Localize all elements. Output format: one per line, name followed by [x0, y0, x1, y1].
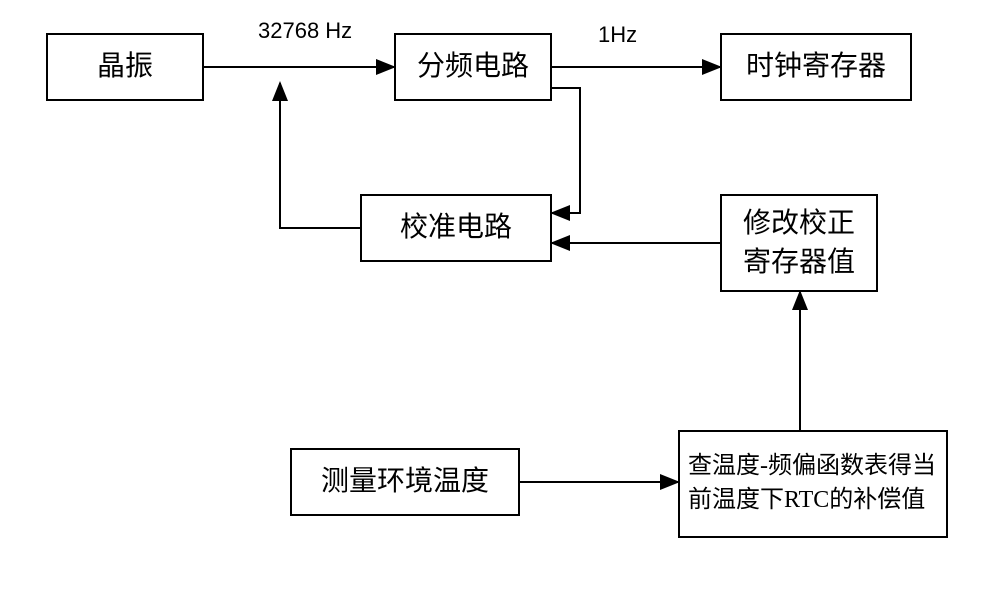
calibration-box: 校准电路 [360, 194, 552, 262]
edge-calibration-divider [280, 83, 360, 228]
measure-temp-label: 测量环境温度 [321, 462, 489, 501]
lookup-label: 查温度-频偏函数表得当前温度下RTC的补偿值 [688, 450, 938, 517]
modify-register-box: 修改校正寄存器值 [720, 194, 878, 292]
divider-box: 分频电路 [394, 33, 552, 101]
divider-label: 分频电路 [417, 47, 529, 86]
oscillator-label: 晶振 [97, 47, 153, 86]
oscillator-box: 晶振 [46, 33, 204, 101]
calibration-label: 校准电路 [400, 208, 512, 247]
measure-temp-box: 测量环境温度 [290, 448, 520, 516]
lookup-box: 查温度-频偏函数表得当前温度下RTC的补偿值 [678, 430, 948, 538]
edge-divider-calibration [552, 88, 580, 213]
modify-register-label: 修改校正寄存器值 [730, 204, 868, 282]
freq-32768-label: 32768 Hz [258, 18, 352, 44]
clock-register-box: 时钟寄存器 [720, 33, 912, 101]
freq-1hz-label: 1Hz [598, 22, 637, 48]
clock-register-label: 时钟寄存器 [746, 47, 886, 86]
